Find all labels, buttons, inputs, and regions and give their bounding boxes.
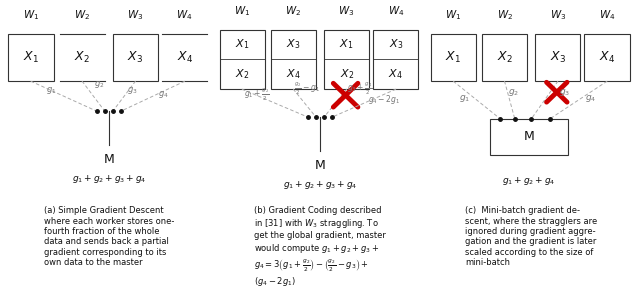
Text: $W_2$: $W_2$ [285,4,301,18]
Text: $W_3$: $W_3$ [127,8,143,22]
Text: $g_3$: $g_3$ [559,87,571,98]
Bar [373,30,419,89]
Text: $W_4$: $W_4$ [388,4,404,18]
Text: $X_1$: $X_1$ [339,38,354,51]
Text: $X_2$: $X_2$ [235,67,250,81]
Bar [220,30,265,89]
Text: $W_4$: $W_4$ [177,8,193,22]
Text: $g_4$: $g_4$ [157,89,168,100]
Bar [584,34,630,81]
Text: $g_1$: $g_1$ [46,85,57,96]
Text: $g_1 + g_2 + g_3 + g_4$: $g_1 + g_2 + g_3 + g_4$ [72,173,146,185]
Text: $X_1$: $X_1$ [235,38,250,51]
Text: $g_3 + \frac{g_4}{2}$: $g_3 + \frac{g_4}{2}$ [347,81,373,97]
Text: $g_3$: $g_3$ [127,85,138,96]
Text: $g_1 + g_2 + g_4$: $g_1 + g_2 + g_4$ [502,175,556,187]
Text: $X_2$: $X_2$ [74,50,90,65]
Text: $g_1$: $g_1$ [459,93,470,104]
Text: $\frac{g_2}{2} - g_1$: $\frac{g_2}{2} - g_1$ [294,81,319,97]
Bar [490,119,568,155]
Text: $W_2$: $W_2$ [497,8,513,22]
Text: $X_4$: $X_4$ [599,50,615,65]
Text: M: M [104,153,114,166]
Bar [113,34,158,81]
Text: $X_1$: $X_1$ [445,50,461,65]
Text: $g_2$: $g_2$ [508,87,519,98]
Bar [324,30,369,89]
Text: $X_4$: $X_4$ [388,67,403,81]
Bar [8,34,54,81]
Text: $X_2$: $X_2$ [339,67,354,81]
Text: $W_1$: $W_1$ [234,4,250,18]
Text: $W_3$: $W_3$ [550,8,566,22]
Text: $g_4 - 2g_1$: $g_4 - 2g_1$ [368,93,401,106]
Text: $X_4$: $X_4$ [286,67,301,81]
Text: $g_4$: $g_4$ [585,93,596,104]
Text: $W_1$: $W_1$ [23,8,39,22]
Text: $g_1 + \frac{g_2}{2}$: $g_1 + \frac{g_2}{2}$ [244,87,269,103]
Text: (a) Simple Gradient Descent
where each worker stores one-
fourth fraction of the: (a) Simple Gradient Descent where each w… [44,206,174,267]
Text: $W_1$: $W_1$ [445,8,461,22]
Text: $X_1$: $X_1$ [23,50,39,65]
Text: $W_3$: $W_3$ [339,4,355,18]
Text: M: M [524,131,534,143]
Text: $X_3$: $X_3$ [388,38,403,51]
Text: $X_3$: $X_3$ [286,38,301,51]
Text: $W_4$: $W_4$ [599,8,615,22]
Text: $g_1 + g_2 + g_3 + g_4$: $g_1 + g_2 + g_3 + g_4$ [283,179,357,191]
Text: $g_2$: $g_2$ [94,79,105,90]
Bar [535,34,580,81]
Text: $X_3$: $X_3$ [127,50,143,65]
Text: (b) Gradient Coding described
in [31] with $W_3$ straggling. To
get the global g: (b) Gradient Coding described in [31] wi… [254,206,386,288]
Text: M: M [315,159,325,172]
Bar [482,34,527,81]
Text: (c)  Mini-batch gradient de-
scent, where the stragglers are
ignored during grad: (c) Mini-batch gradient de- scent, where… [465,206,597,267]
Text: $X_2$: $X_2$ [497,50,513,65]
Text: $W_2$: $W_2$ [74,8,90,22]
Bar [271,30,316,89]
Text: $X_4$: $X_4$ [177,50,193,65]
Bar [431,34,476,81]
Text: $X_3$: $X_3$ [550,50,566,65]
